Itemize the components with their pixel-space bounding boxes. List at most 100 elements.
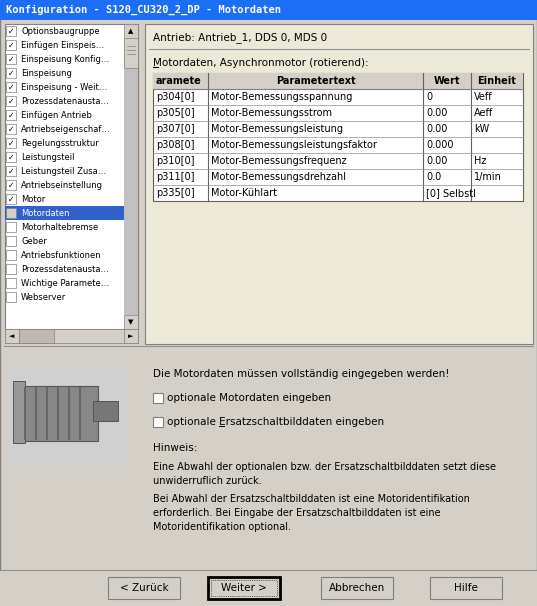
Text: ►: ► bbox=[128, 333, 134, 339]
Bar bbox=[5, 24, 138, 329]
Text: Antriebseinstellung: Antriebseinstellung bbox=[21, 181, 103, 190]
Text: Einfügen Einspeis…: Einfügen Einspeis… bbox=[21, 41, 104, 50]
Text: Motor-Bemessungsleistung: Motor-Bemessungsleistung bbox=[211, 124, 343, 134]
Text: Die Motordaten müssen vollständig eingegeben werden!: Die Motordaten müssen vollständig eingeg… bbox=[153, 369, 449, 379]
Bar bbox=[6, 208, 16, 218]
Text: Motordaten: Motordaten bbox=[21, 208, 69, 218]
Bar bbox=[430, 577, 502, 599]
Text: Antriebsfunktionen: Antriebsfunktionen bbox=[21, 250, 101, 259]
Bar bbox=[124, 329, 138, 343]
Bar bbox=[6, 82, 16, 92]
Text: Hz: Hz bbox=[474, 156, 487, 166]
Text: 0.000: 0.000 bbox=[426, 140, 454, 150]
Text: ✓: ✓ bbox=[8, 68, 14, 78]
Bar bbox=[23, 386, 98, 441]
Bar bbox=[19, 329, 54, 343]
Bar bbox=[5, 329, 138, 343]
Bar bbox=[93, 401, 118, 421]
Bar bbox=[5, 206, 124, 220]
Text: ✓: ✓ bbox=[8, 153, 14, 162]
Text: p307[0]: p307[0] bbox=[156, 124, 194, 134]
Text: Antriebseigenschaf…: Antriebseigenschaf… bbox=[21, 124, 111, 133]
Bar bbox=[0, 0, 537, 20]
Text: < Zurück: < Zurück bbox=[120, 583, 168, 593]
Bar bbox=[108, 577, 180, 599]
Bar bbox=[6, 278, 16, 288]
Bar bbox=[208, 577, 280, 599]
Bar bbox=[6, 68, 16, 78]
Text: Einfügen Antrieb: Einfügen Antrieb bbox=[21, 110, 92, 119]
Text: ✓: ✓ bbox=[8, 82, 14, 92]
Bar bbox=[211, 580, 277, 596]
Bar bbox=[6, 110, 16, 120]
Text: Motor-Kühlart: Motor-Kühlart bbox=[211, 188, 277, 198]
Text: Parametertext: Parametertext bbox=[275, 76, 355, 86]
Text: optionale Motordaten eingeben: optionale Motordaten eingeben bbox=[167, 393, 331, 403]
Bar bbox=[6, 26, 16, 36]
Text: Antrieb: Antrieb_1, DDS 0, MDS 0: Antrieb: Antrieb_1, DDS 0, MDS 0 bbox=[153, 33, 327, 44]
Text: ✓: ✓ bbox=[8, 55, 14, 64]
Text: kW: kW bbox=[474, 124, 489, 134]
Bar bbox=[153, 417, 163, 427]
Text: Webserver: Webserver bbox=[21, 293, 66, 302]
Bar bbox=[8, 366, 128, 466]
Bar bbox=[5, 329, 19, 343]
Text: p305[0]: p305[0] bbox=[156, 108, 194, 118]
Text: Motor-Bemessungsspannung: Motor-Bemessungsspannung bbox=[211, 92, 352, 102]
Text: ✓: ✓ bbox=[8, 139, 14, 147]
Bar bbox=[124, 38, 138, 68]
Text: Motorhaltebremse: Motorhaltebremse bbox=[21, 222, 98, 231]
Text: optionale Ersatzschaltbilddaten eingeben: optionale Ersatzschaltbilddaten eingeben bbox=[167, 417, 384, 427]
Bar bbox=[145, 24, 533, 344]
Text: ▲: ▲ bbox=[128, 28, 134, 34]
Bar bbox=[153, 73, 523, 201]
Bar bbox=[6, 264, 16, 274]
Text: [0] Selbstl: [0] Selbstl bbox=[426, 188, 476, 198]
Text: Wichtige Paramete…: Wichtige Paramete… bbox=[21, 279, 109, 287]
Text: 0.00: 0.00 bbox=[426, 156, 447, 166]
Text: 0.0: 0.0 bbox=[426, 172, 441, 182]
Text: p310[0]: p310[0] bbox=[156, 156, 194, 166]
Text: Motor-Bemessungsfrequenz: Motor-Bemessungsfrequenz bbox=[211, 156, 346, 166]
Bar bbox=[6, 124, 16, 134]
Bar bbox=[6, 152, 16, 162]
Text: ✓: ✓ bbox=[8, 27, 14, 36]
Text: aramete: aramete bbox=[156, 76, 202, 86]
Text: ✓: ✓ bbox=[8, 167, 14, 176]
Bar bbox=[153, 73, 523, 89]
Bar bbox=[6, 54, 16, 64]
Text: Prozessdatenausta…: Prozessdatenausta… bbox=[21, 96, 109, 105]
Text: Motor-Bemessungsleistungsfaktor: Motor-Bemessungsleistungsfaktor bbox=[211, 140, 377, 150]
Bar bbox=[6, 40, 16, 50]
Text: Konfiguration - S120_CU320_2_DP - Motordaten: Konfiguration - S120_CU320_2_DP - Motord… bbox=[6, 5, 281, 15]
Bar bbox=[124, 24, 138, 38]
Text: ◄: ◄ bbox=[9, 333, 14, 339]
Text: Leistungsteil: Leistungsteil bbox=[21, 153, 75, 162]
Bar bbox=[6, 292, 16, 302]
Text: Einheit: Einheit bbox=[477, 76, 517, 86]
Bar bbox=[124, 38, 138, 315]
Text: Prozessdatenausta…: Prozessdatenausta… bbox=[21, 264, 109, 273]
Text: Wert: Wert bbox=[434, 76, 460, 86]
Text: Hilfe: Hilfe bbox=[454, 583, 478, 593]
Bar bbox=[6, 166, 16, 176]
Bar bbox=[0, 570, 537, 606]
Text: Regelungsstruktur: Regelungsstruktur bbox=[21, 139, 99, 147]
Text: Motor-Bemessungsdrehzahl: Motor-Bemessungsdrehzahl bbox=[211, 172, 346, 182]
Text: 0.00: 0.00 bbox=[426, 108, 447, 118]
Text: 0.00: 0.00 bbox=[426, 124, 447, 134]
Bar bbox=[6, 250, 16, 260]
Bar bbox=[124, 315, 138, 329]
Bar bbox=[13, 381, 25, 443]
Text: Motordaten, Asynchronmotor (rotierend):: Motordaten, Asynchronmotor (rotierend): bbox=[153, 58, 368, 68]
Text: 0: 0 bbox=[426, 92, 432, 102]
Text: Abbrechen: Abbrechen bbox=[329, 583, 385, 593]
Text: p311[0]: p311[0] bbox=[156, 172, 194, 182]
Text: ✓: ✓ bbox=[8, 124, 14, 133]
Text: Einspeisung: Einspeisung bbox=[21, 68, 72, 78]
Bar bbox=[153, 393, 163, 403]
Text: Veff: Veff bbox=[474, 92, 492, 102]
Text: Motor-Bemessungsstrom: Motor-Bemessungsstrom bbox=[211, 108, 332, 118]
Text: p308[0]: p308[0] bbox=[156, 140, 194, 150]
Text: Motor: Motor bbox=[21, 195, 45, 204]
